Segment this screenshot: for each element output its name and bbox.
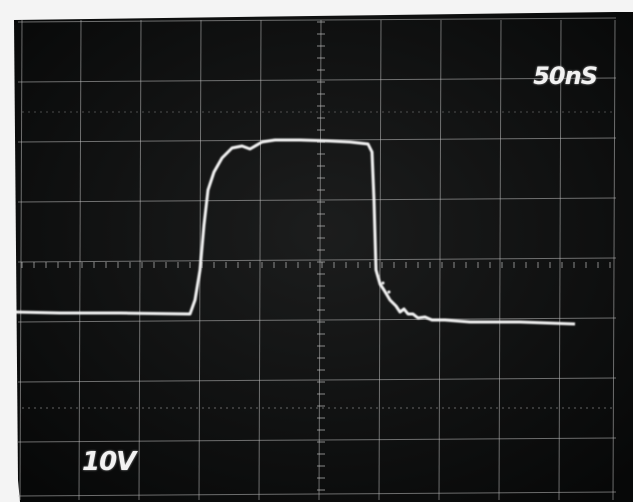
grid-horizontal-line [17, 437, 617, 443]
grid-vertical-line [78, 19, 82, 501]
volts-per-div-label: 10V [82, 447, 136, 477]
trace-glitch-dot [381, 281, 385, 285]
grid-horizontal-line [17, 77, 617, 83]
grid-vertical-line [498, 19, 502, 501]
grid-vertical-line [558, 19, 562, 501]
timebase-label: 50nS [533, 62, 598, 90]
grid-horizontal-line [17, 377, 617, 383]
trace-glitch-dot [387, 290, 391, 294]
grid-horizontal-line [17, 197, 617, 203]
crt-screen [14, 12, 633, 502]
pulse-waveform [14, 138, 576, 326]
grid-horizontal-line [17, 317, 617, 323]
grid-horizontal-line [17, 257, 617, 263]
grid-vertical-line [438, 19, 442, 501]
grid-horizontal-line [17, 17, 617, 23]
grid-vertical-line [19, 19, 23, 501]
grid-horizontal-line [17, 491, 617, 497]
grid-vertical-line [138, 19, 142, 501]
waveform-trace [14, 138, 576, 326]
trace-glitch-dot [376, 274, 380, 278]
grid-vertical-line [612, 19, 616, 501]
